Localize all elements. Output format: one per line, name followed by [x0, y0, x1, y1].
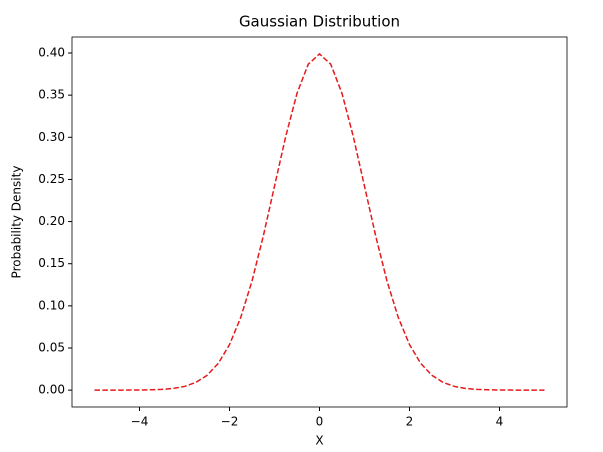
y-tick-label: 0.25 [38, 172, 65, 186]
y-tick-label: 0.35 [38, 88, 65, 102]
y-tick-label: 0.15 [38, 256, 65, 270]
x-tick-label: 0 [316, 415, 324, 429]
line-series [94, 52, 545, 391]
x-tick-label: 2 [406, 415, 414, 429]
x-tick-label: 4 [496, 415, 504, 429]
x-axis-label: X [315, 434, 323, 448]
x-tick-label: −2 [221, 415, 239, 429]
chart-title: Gaussian Distribution [239, 13, 400, 31]
y-tick-label: 0.20 [38, 214, 65, 228]
x-tick-label: −4 [131, 415, 149, 429]
y-tick-label: 0.10 [38, 298, 65, 312]
plot-frame [71, 36, 568, 408]
y-tick-label: 0.05 [38, 341, 65, 355]
y-tick-label: 0.00 [38, 383, 65, 397]
y-tick-label: 0.40 [38, 46, 65, 60]
y-tick-label: 0.30 [38, 130, 65, 144]
y-axis-label: Probability Density [10, 166, 24, 279]
